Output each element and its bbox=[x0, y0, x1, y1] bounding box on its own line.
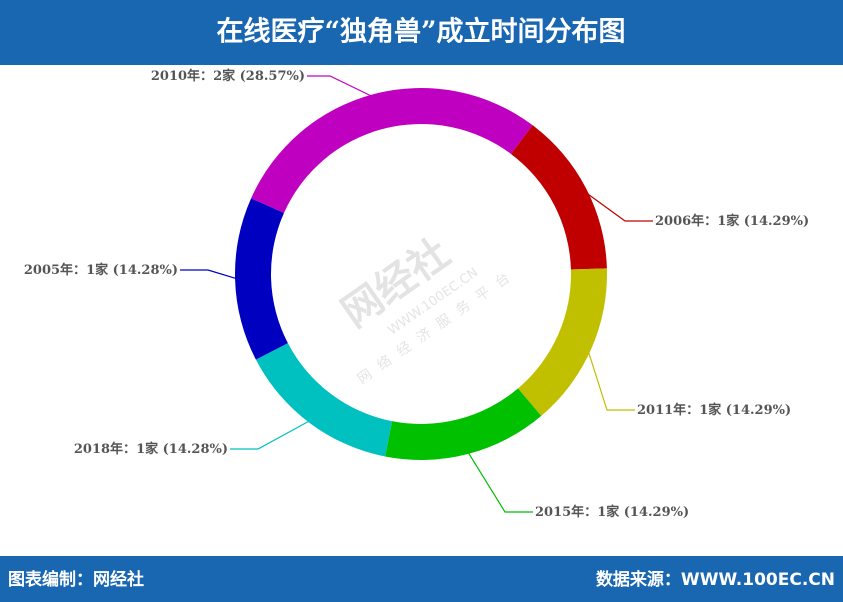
slice-label: 2018年：1家 (14.28%) bbox=[74, 441, 228, 457]
slice-label: 2015年：1家 (14.29%) bbox=[535, 504, 689, 520]
leader-line bbox=[466, 449, 533, 513]
slice-value-label: 1家 (14.29%) bbox=[597, 504, 689, 520]
leader-line bbox=[307, 75, 376, 99]
slice-value-label: 1家 (14.28%) bbox=[86, 262, 178, 278]
slice-category: 2018年： bbox=[74, 441, 136, 457]
slice-value-label: 1家 (14.29%) bbox=[717, 213, 809, 229]
slice-label: 2005年：1家 (14.28%) bbox=[24, 262, 178, 278]
leader-line bbox=[180, 269, 240, 281]
slice bbox=[255, 343, 393, 457]
slice-value-label: 2家 (28.57%) bbox=[213, 68, 305, 84]
leader-line bbox=[582, 189, 653, 222]
slice-category: 2015年： bbox=[535, 504, 597, 520]
slice-value-label: 1家 (14.28%) bbox=[136, 441, 228, 457]
header-bar bbox=[0, 0, 843, 65]
slice-label: 2011年：1家 (14.29%) bbox=[637, 402, 791, 418]
slice-label: 2006年：1家 (14.29%) bbox=[655, 213, 809, 229]
footer-left: 图表编制：网经社 bbox=[8, 569, 144, 590]
slice-category: 2011年： bbox=[637, 402, 699, 418]
leader-line bbox=[586, 347, 635, 411]
leader-line bbox=[230, 419, 313, 450]
slice bbox=[510, 125, 607, 270]
slice bbox=[385, 388, 542, 460]
slice-category: 2006年： bbox=[655, 213, 717, 229]
slice-category: 2005年： bbox=[24, 262, 86, 278]
footer-bar bbox=[0, 556, 843, 602]
slice-category: 2010年： bbox=[151, 68, 213, 84]
chart-title: 在线医疗“独角兽”成立时间分布图 bbox=[216, 16, 625, 48]
slice bbox=[251, 88, 533, 213]
slice bbox=[517, 268, 607, 416]
slice-value-label: 1家 (14.29%) bbox=[699, 402, 791, 418]
slice-label: 2010年：2家 (28.57%) bbox=[151, 68, 305, 84]
slice bbox=[235, 198, 288, 360]
pie: 2010年：2家 (28.57%)2006年：1家 (14.29%)2011年：… bbox=[24, 68, 809, 520]
footer-right: 数据来源：WWW.100EC.CN bbox=[596, 569, 835, 590]
